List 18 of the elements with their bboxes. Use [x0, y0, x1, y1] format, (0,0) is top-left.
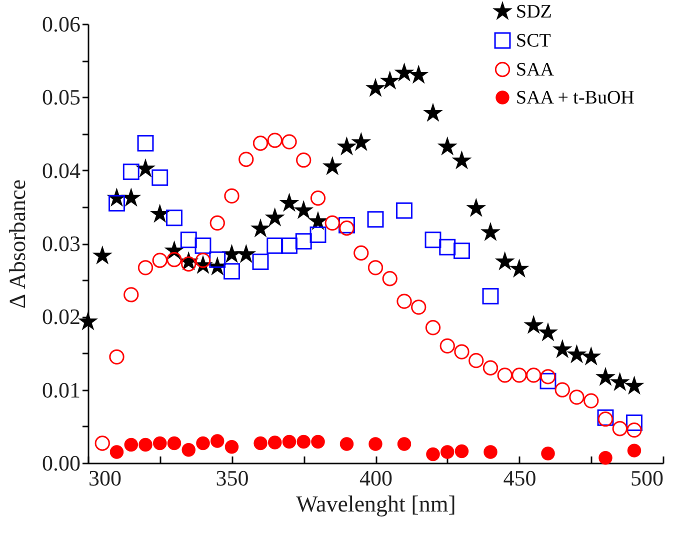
x-tick-label: 300	[88, 466, 122, 490]
y-tick-label: 0.01	[42, 377, 80, 402]
x-tick-label: 350	[216, 466, 249, 490]
y-axis-title: Δ Absorbance	[5, 179, 30, 309]
y-tick-label: 0.05	[42, 84, 80, 110]
x-tick-label: 500	[630, 466, 664, 490]
y-tick-label: 0.04	[42, 158, 80, 183]
x-tick-label: 450	[503, 466, 536, 490]
legend-label: SAA	[516, 60, 554, 80]
y-tick-label: 0.03	[42, 231, 80, 256]
legend-label: SDZ	[516, 2, 552, 22]
legend-label: SCT	[516, 30, 552, 52]
legend-label: SAA + t-BuOH	[516, 88, 635, 108]
y-tick-label: 0.02	[42, 304, 80, 330]
y-tick-label: 0.00	[42, 450, 80, 476]
x-axis-title: Wavelenght [nm]	[296, 492, 456, 516]
x-tick-label: 400	[360, 466, 392, 490]
y-tick-label: 0.06	[42, 12, 80, 36]
